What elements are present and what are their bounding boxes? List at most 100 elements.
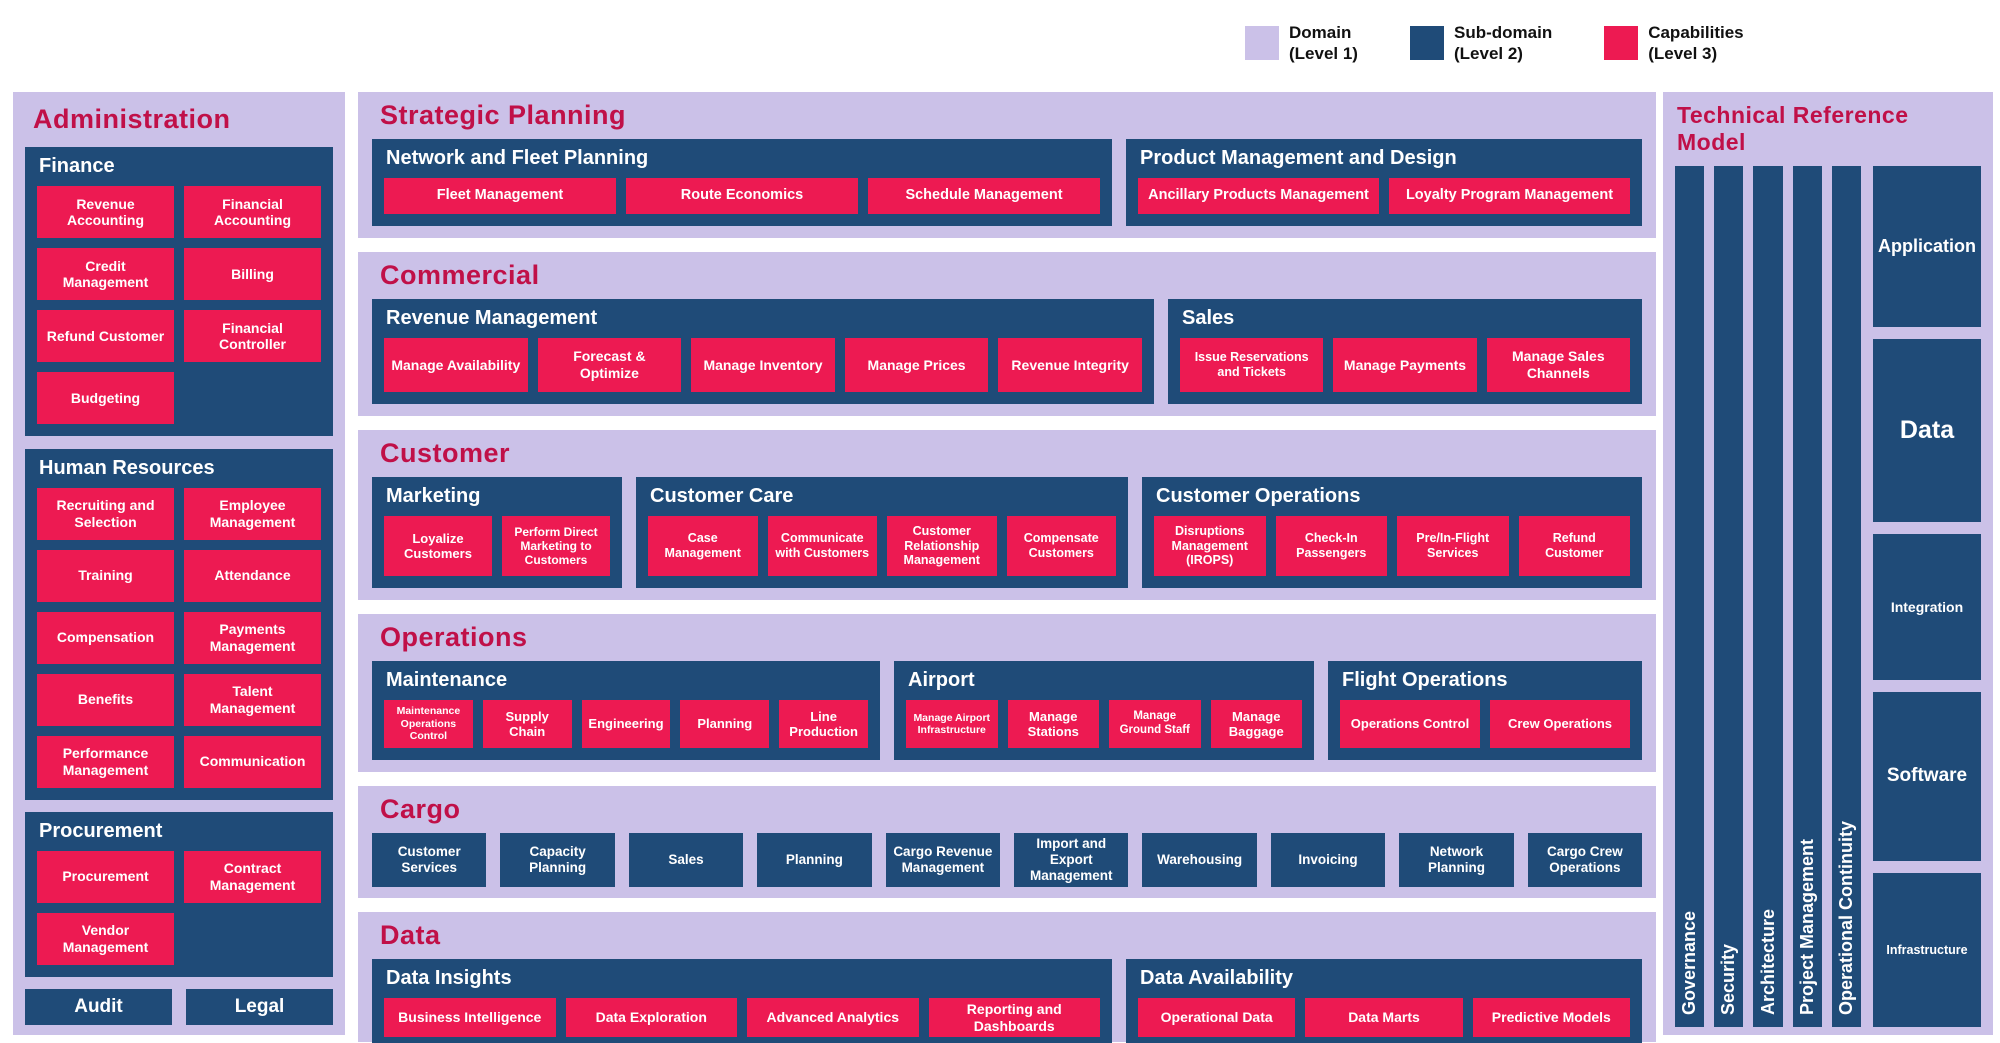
subdomain-finance-title: Finance xyxy=(39,155,115,178)
capability-employee-management: Employee Management xyxy=(184,487,321,540)
capability-attendance: Attendance xyxy=(184,549,321,602)
subdomain-data-insights: Data Insights Business Intelligence Data E… xyxy=(372,959,1112,1043)
domain-row: Network and Fleet Planning Fleet Manageme… xyxy=(372,139,1642,226)
capability-refund-customer: Refund Customer xyxy=(37,310,174,363)
capability-communication: Communication xyxy=(184,735,321,788)
capability-row: Manage Availability Forecast & Optimize Ma… xyxy=(384,338,1142,392)
subdomain-network-and-fleet-planning-title: Network and Fleet Planning xyxy=(386,147,649,169)
capability-manage-inventory: Manage Inventory xyxy=(691,338,835,392)
capability-maintenance-operations-control: Maintenance Operations Control xyxy=(384,700,473,748)
subdomain-maintenance: Maintenance Maintenance Operations Contro… xyxy=(372,661,880,760)
capability-manage-sales-channels: Manage Sales Channels xyxy=(1486,338,1630,392)
trm-bar-label-security: Security xyxy=(1718,943,1739,1015)
capability-sales: Sales xyxy=(628,833,744,887)
subdomain-flight-operations-title: Flight Operations xyxy=(1342,669,1508,691)
commercial-title: Commercial xyxy=(380,260,540,290)
cargo-title: Cargo xyxy=(380,794,461,824)
capability-pre-in-flight-services: Pre/In-Flight Services xyxy=(1397,516,1509,576)
capability-recruiting-and-selection: Recruiting and Selection xyxy=(37,487,174,540)
subdomain-data-availability: Data Availability Operational Data Data Ma… xyxy=(1126,959,1642,1043)
domain-row: Maintenance Maintenance Operations Contro… xyxy=(372,661,1642,760)
capability-cargo-crew-operations: Cargo Crew Operations xyxy=(1527,833,1643,887)
trm-layer-application: Application xyxy=(1873,166,1981,328)
subdomain-maintenance-title: Maintenance xyxy=(386,669,508,691)
capability-refund-customer: Refund Customer xyxy=(1518,516,1630,576)
capability-forecast-optimize: Forecast & Optimize xyxy=(537,338,682,392)
capability-row: Loyalize Customers Perform Direct Marketi… xyxy=(384,516,610,576)
capability-row: Issue Reservations and Tickets Manage Pay… xyxy=(1180,338,1630,392)
subdomain-product-management-and-design-title: Product Management and Design xyxy=(1140,147,1457,169)
capability-budgeting: Budgeting xyxy=(37,372,174,425)
capability-grid: Recruiting and Selection Employee Managem… xyxy=(37,487,321,788)
domain-administration: Administration Finance Revenue Accounting F… xyxy=(13,92,345,1035)
capability-disruptions-management-irops: Disruptions Management (IROPS) xyxy=(1154,516,1266,576)
subdomain-marketing-title: Marketing xyxy=(386,485,481,507)
capability-predictive-models: Predictive Models xyxy=(1472,998,1630,1038)
capability-import-and-export-management: Import and Export Management xyxy=(1014,833,1129,887)
subdomain-airport: Airport Manage Airport Infrastructure Mana… xyxy=(894,661,1314,760)
capability-customer-services: Customer Services xyxy=(372,833,487,887)
capability-compensation: Compensation xyxy=(37,611,174,664)
domain-data: Data Data Insights Business Intelligence Da… xyxy=(358,912,1656,1043)
capability-data-marts: Data Marts xyxy=(1305,998,1463,1038)
subdomain-sales: Sales Issue Reservations and Tickets Manag… xyxy=(1168,299,1642,404)
capability-supply-chain: Supply Chain xyxy=(482,700,572,748)
capability-manage-stations: Manage Stations xyxy=(1007,700,1099,748)
capability-row: Manage Airport Infrastructure Manage Stat… xyxy=(906,700,1302,748)
capability-planning: Planning xyxy=(680,700,770,748)
domain-customer: Customer Marketing Loyalize Customers Perfo… xyxy=(358,430,1656,600)
trm-bar-architecture: Architecture xyxy=(1753,166,1783,1027)
capability-row: Case Management Communicate with Customer… xyxy=(648,516,1116,576)
capability-row: Maintenance Operations Control Supply Cha… xyxy=(384,700,868,748)
capability-training: Training xyxy=(37,549,174,602)
capability-row: Business Intelligence Data Exploration Adv… xyxy=(384,998,1100,1038)
trm-bars: Governance Security Architecture Project Ma… xyxy=(1675,166,1862,1027)
capability-row: Disruptions Management (IROPS) Check-In P… xyxy=(1154,516,1630,576)
subdomain-data-insights-title: Data Insights xyxy=(386,967,512,989)
capability-operational-data: Operational Data xyxy=(1138,998,1296,1038)
subdomain-customer-care-title: Customer Care xyxy=(650,485,794,507)
capability-engineering: Engineering xyxy=(581,700,671,748)
trm-bar-project-management: Project Management xyxy=(1792,166,1822,1027)
capability-vendor-management: Vendor Management xyxy=(37,912,174,965)
capability-planning: Planning xyxy=(757,833,872,887)
trm-bar-operational-continuity: Operational Continuity xyxy=(1831,166,1862,1027)
capability-case-management: Case Management xyxy=(648,516,758,576)
capability-row: Operations Control Crew Operations xyxy=(1340,700,1630,748)
capability-manage-ground-staff: Manage Ground Staff xyxy=(1109,700,1201,748)
subdomain-customer-care: Customer Care Case Management Communicate … xyxy=(636,477,1128,588)
domain-row: Customer Services Capacity Planning Sales P… xyxy=(372,833,1643,887)
capability-contract-management: Contract Management xyxy=(184,850,321,903)
customer-title: Customer xyxy=(380,438,511,468)
legend-item-capabilities-level-3: Capabilities (Level 3) xyxy=(1604,22,1744,65)
legend-label-sub-domain-level-2: Sub-domain (Level 2) xyxy=(1453,23,1553,64)
legend-swatch-capabilities-level-3 xyxy=(1604,26,1639,61)
subdomain-revenue-management: Revenue Management Manage Availability For… xyxy=(372,299,1154,404)
trm-bar-label-governance: Governance xyxy=(1679,910,1700,1015)
capability-issue-reservations-and-tickets: Issue Reservations and Tickets xyxy=(1180,338,1324,392)
box-legal: Legal xyxy=(186,989,333,1025)
subdomain-data-availability-title: Data Availability xyxy=(1140,967,1294,989)
capability-operations-control: Operations Control xyxy=(1340,700,1480,748)
capability-grid: Revenue Accounting Financial Accounting Cr… xyxy=(37,186,321,425)
trm-layer-software: Software xyxy=(1873,691,1981,861)
subdomain-customer-operations-title: Customer Operations xyxy=(1156,485,1361,507)
legend: Domain (Level 1) Sub-domain (Level 2) Capa… xyxy=(1245,22,1744,65)
subdomain-human-resources: Human Resources Recruiting and Selection E… xyxy=(25,448,333,800)
capability-grid: Procurement Contract Management Vendor Man… xyxy=(37,850,321,965)
capability-crew-operations: Crew Operations xyxy=(1490,700,1630,748)
trm-bar-label-operational-continuity: Operational Continuity xyxy=(1835,820,1856,1015)
domain-row: Data Insights Business Intelligence Data E… xyxy=(372,959,1642,1043)
domain-row: Marketing Loyalize Customers Perform Direc… xyxy=(372,477,1642,588)
capability-loyalize-customers: Loyalize Customers xyxy=(384,516,492,576)
trm-body: Governance Security Architecture Project Ma… xyxy=(1675,166,1981,1027)
legend-label-capabilities-level-3: Capabilities (Level 3) xyxy=(1648,23,1744,64)
trm-bar-label-architecture: Architecture xyxy=(1757,908,1778,1015)
trm-bar-security: Security xyxy=(1714,166,1744,1027)
subdomain-revenue-management-title: Revenue Management xyxy=(386,307,598,329)
administration-footer: Audit Legal xyxy=(25,989,333,1025)
strategic-planning-title: Strategic Planning xyxy=(380,100,627,130)
trm-bar-label-project-management: Project Management xyxy=(1796,838,1817,1015)
capability-financial-accounting: Financial Accounting xyxy=(184,186,321,239)
